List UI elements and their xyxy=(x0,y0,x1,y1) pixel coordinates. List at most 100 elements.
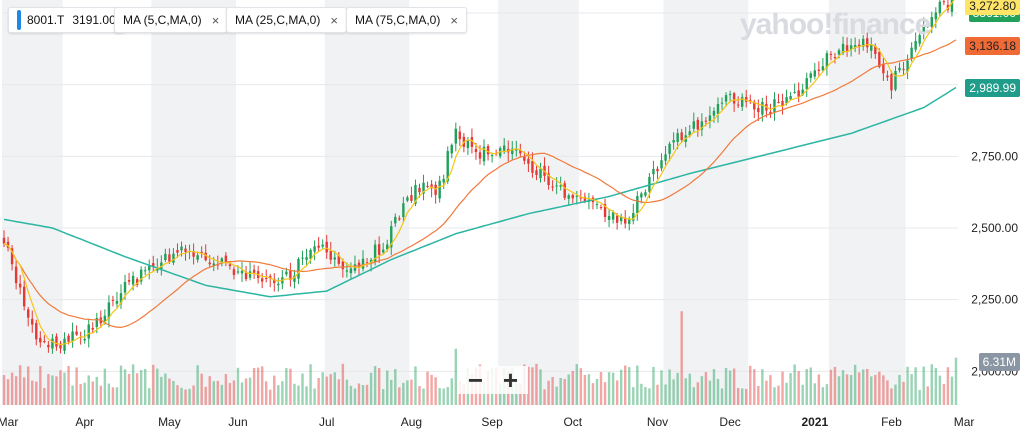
volume-bar xyxy=(55,376,58,405)
candle-body xyxy=(426,185,429,187)
candle-body xyxy=(35,322,38,340)
volume-bar xyxy=(450,378,453,405)
volume-bar xyxy=(797,371,800,405)
volume-bar xyxy=(127,373,131,405)
volume-bar xyxy=(599,371,603,405)
volume-bar xyxy=(914,367,917,405)
candle-body xyxy=(664,154,667,161)
candle-body xyxy=(793,91,796,93)
candle-body xyxy=(874,45,877,54)
volume-bar xyxy=(398,387,401,405)
volume-bar xyxy=(293,383,296,405)
volume-bar xyxy=(329,374,332,405)
candle-body xyxy=(728,93,732,96)
volume-bar xyxy=(898,374,901,405)
candle-body xyxy=(55,336,58,347)
candle-body xyxy=(196,255,199,260)
volume-bar xyxy=(180,387,183,405)
candle-body xyxy=(652,168,655,175)
candle-body xyxy=(470,137,474,147)
candle-body xyxy=(458,131,462,140)
candle-body xyxy=(849,45,853,50)
volume-bar xyxy=(462,383,466,405)
volume-bar xyxy=(950,376,954,405)
volume-bar xyxy=(805,369,808,405)
candle-body xyxy=(478,152,482,159)
candle-body xyxy=(31,318,34,325)
volume-bar xyxy=(204,386,207,405)
volume-bar xyxy=(103,368,107,405)
candle-body xyxy=(511,148,514,155)
indicator-label-ma5: MA (5,C,MA,0) xyxy=(123,13,202,27)
volume-bar xyxy=(123,369,127,405)
volume-bar xyxy=(527,366,530,405)
candle-body xyxy=(59,343,62,349)
candle-body xyxy=(486,146,490,155)
candle-body xyxy=(882,63,885,74)
candle-body xyxy=(886,75,889,78)
volume-bar xyxy=(946,367,950,405)
candle-body xyxy=(43,340,46,343)
candle-body xyxy=(123,281,127,293)
close-icon[interactable]: × xyxy=(330,12,338,28)
volume-bar xyxy=(769,375,772,405)
x-tick-label: May xyxy=(158,415,181,429)
candle-body xyxy=(192,251,195,257)
volume-bar xyxy=(785,382,788,405)
volume-bar xyxy=(164,373,167,405)
volume-bar xyxy=(333,372,336,405)
candle-body xyxy=(781,101,784,106)
indicator-tag-ma75[interactable]: MA (75,C,MA,0) × xyxy=(346,7,467,33)
indicator-tag-ma5[interactable]: MA (5,C,MA,0) × xyxy=(114,7,229,33)
volume-bar xyxy=(208,376,211,405)
volume-bar xyxy=(14,376,18,405)
candle-body xyxy=(83,338,86,341)
indicator-tag-ma25[interactable]: MA (25,C,MA,0) × xyxy=(226,7,347,33)
volume-bar xyxy=(857,372,861,405)
volume-bar xyxy=(942,383,946,405)
candle-body xyxy=(228,264,232,267)
volume-bar xyxy=(63,372,66,405)
candle-body xyxy=(777,102,780,104)
close-icon[interactable]: × xyxy=(450,12,458,28)
candle-body xyxy=(220,258,224,264)
volume-bar xyxy=(890,388,893,405)
candle-body xyxy=(930,17,933,27)
volume-bar xyxy=(700,376,704,405)
volume-bar xyxy=(446,387,449,405)
volume-bar xyxy=(426,371,429,405)
candle-body xyxy=(373,244,377,262)
volume-bar xyxy=(148,388,151,405)
volume-bar xyxy=(325,376,328,405)
candle-body xyxy=(821,66,825,71)
volume-bar xyxy=(454,348,458,405)
candle-body xyxy=(341,261,345,270)
x-tick-label: 2021 xyxy=(801,415,828,429)
candle-body xyxy=(6,241,10,248)
candle-body xyxy=(313,246,316,252)
zoom-out-button[interactable]: − xyxy=(467,365,484,395)
candle-body xyxy=(571,194,574,199)
candle-body xyxy=(430,184,433,189)
volume-bar xyxy=(906,366,909,405)
volume-bar xyxy=(519,384,522,405)
ma5-value-label: 3,272.80 xyxy=(965,0,1020,16)
volume-bar xyxy=(111,387,115,405)
volume-bar xyxy=(273,375,276,405)
volume-bar xyxy=(442,388,445,405)
close-icon[interactable]: × xyxy=(211,12,220,28)
volume-bar xyxy=(664,384,667,405)
candle-body xyxy=(244,271,248,280)
candle-body xyxy=(135,279,139,286)
volume-bar xyxy=(321,372,324,405)
candle-body xyxy=(176,250,179,253)
candle-body xyxy=(789,96,792,100)
zoom-in-button[interactable]: + xyxy=(502,365,519,395)
volume-bar xyxy=(369,372,373,405)
volume-bar xyxy=(861,369,865,405)
symbol-tag[interactable]: 8001.T 3191.00 xyxy=(8,7,125,33)
volume-bar xyxy=(357,383,361,405)
volume-bar xyxy=(212,381,215,405)
